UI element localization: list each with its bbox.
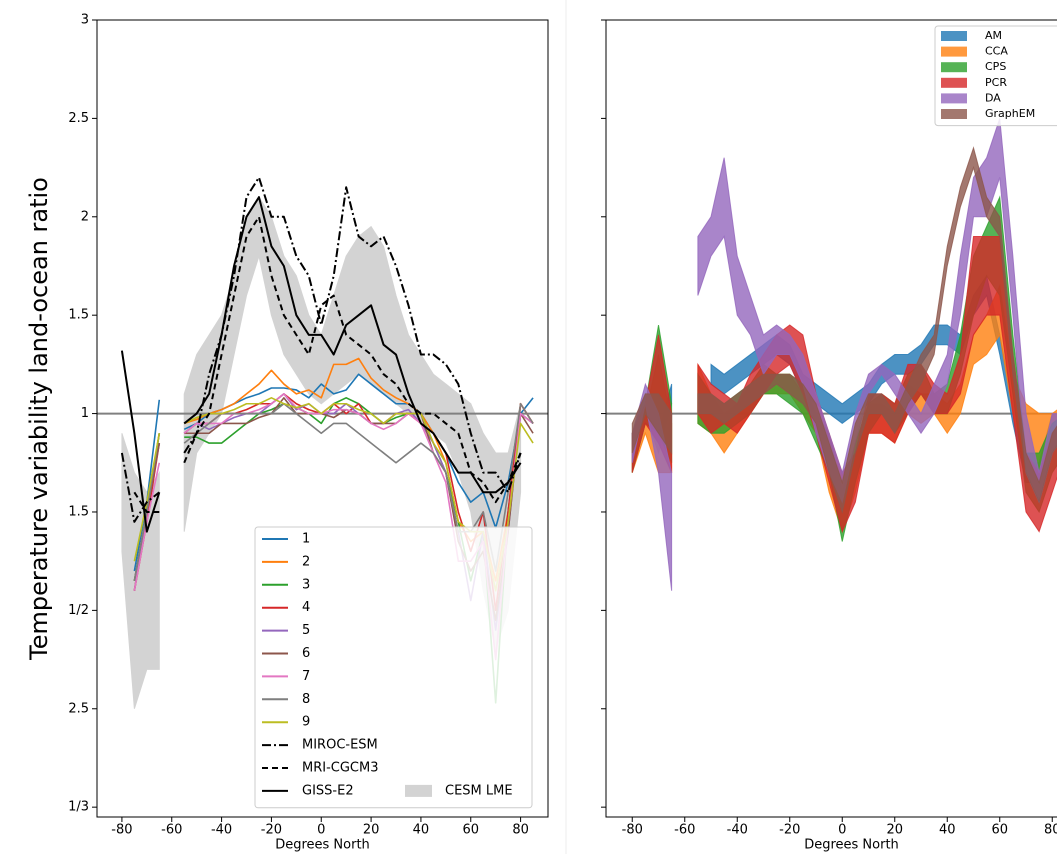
y-tick-label: 1/3: [68, 800, 89, 815]
legend-label: PCR: [985, 76, 1007, 89]
legend-swatch: [941, 62, 967, 73]
legend-swatch: [941, 46, 967, 57]
y-tick-label: 1.5: [68, 504, 89, 519]
x-tick-label: -40: [211, 823, 232, 838]
x-tick-label: 20: [363, 823, 380, 838]
legend-label: 4: [302, 600, 310, 615]
legend-label: 7: [302, 669, 310, 684]
legend-label: CPS: [985, 60, 1006, 73]
band-area: [697, 118, 1057, 504]
x-tick-label: 80: [512, 823, 529, 838]
y-tick-label: 2: [81, 209, 89, 224]
axes-frame: [605, 19, 1057, 818]
x-axis-label: Degrees North: [275, 838, 370, 853]
legend-label: 9: [302, 715, 310, 730]
plot-area: [606, 118, 1057, 591]
y-tick-label: 2.5: [68, 701, 89, 716]
y-tick-label: 3: [81, 13, 89, 28]
x-tick-label: -40: [727, 823, 748, 838]
x-tick-label: -80: [111, 823, 132, 838]
legend: 1 2 3 4 5 6 7 8 9 MIROC-ESM MRI-CGCM3 GISS-E2 CESM L…: [254, 526, 533, 809]
x-tick-label: -60: [674, 823, 695, 838]
y-tick-label: 1.5: [68, 308, 89, 323]
legend-label: MRI-CGCM3: [302, 761, 379, 776]
x-tick-label: 60: [462, 823, 479, 838]
x-axis-label: Degrees North: [804, 838, 899, 853]
series-line: [120, 176, 522, 523]
x-tick-label: 80: [1044, 823, 1057, 838]
x-tick-label: 40: [939, 823, 956, 838]
legend-label: GISS-E2: [302, 783, 354, 798]
legend-label: MIROC-ESM: [302, 738, 378, 753]
band-area: [697, 235, 1057, 534]
legend-label: GraphEM: [985, 107, 1035, 120]
x-tick-label: -20: [261, 823, 282, 838]
x-tick-label: 60: [991, 823, 1008, 838]
legend-swatch: [405, 784, 432, 797]
legend-swatch: [941, 109, 967, 119]
legend-frame: [254, 526, 533, 809]
legend-label: CCA: [985, 45, 1008, 58]
band-area: [631, 393, 673, 455]
legend-swatch: [941, 93, 967, 104]
legend-label: 8: [302, 692, 310, 707]
x-tick-label: -20: [779, 823, 800, 838]
legend-label: CESM LME: [445, 783, 513, 798]
y-tick-label: 2.5: [68, 111, 89, 126]
y-axis-label: Temperature variability land-ocean ratio: [25, 177, 53, 661]
band-area: [710, 274, 1057, 483]
legend-swatch: [941, 77, 967, 88]
y-tick-label: 1: [81, 406, 89, 421]
band-area: [697, 146, 1057, 514]
axes-frame: [96, 19, 549, 818]
legend-label: AM: [985, 29, 1002, 42]
legend: AM CCA CPS PCR DA GraphEM: [934, 25, 1057, 127]
x-tick-label: 0: [317, 823, 325, 838]
x-tick-label: 0: [838, 823, 846, 838]
legend-swatch: [941, 31, 967, 41]
x-tick-label: -60: [161, 823, 182, 838]
x-tick-label: -80: [622, 823, 643, 838]
series-line: [133, 215, 522, 513]
x-tick-label: 40: [413, 823, 430, 838]
legend-label: 3: [302, 577, 310, 592]
legend-label: 1: [302, 532, 310, 547]
legend-label: 5: [302, 623, 310, 638]
legend-label: 6: [302, 646, 310, 661]
y-tick-label: 1/2: [68, 603, 89, 618]
legend-label: 2: [302, 554, 310, 569]
legend-label: DA: [985, 91, 1001, 104]
series-line: [120, 196, 522, 533]
x-tick-label: 20: [886, 823, 903, 838]
